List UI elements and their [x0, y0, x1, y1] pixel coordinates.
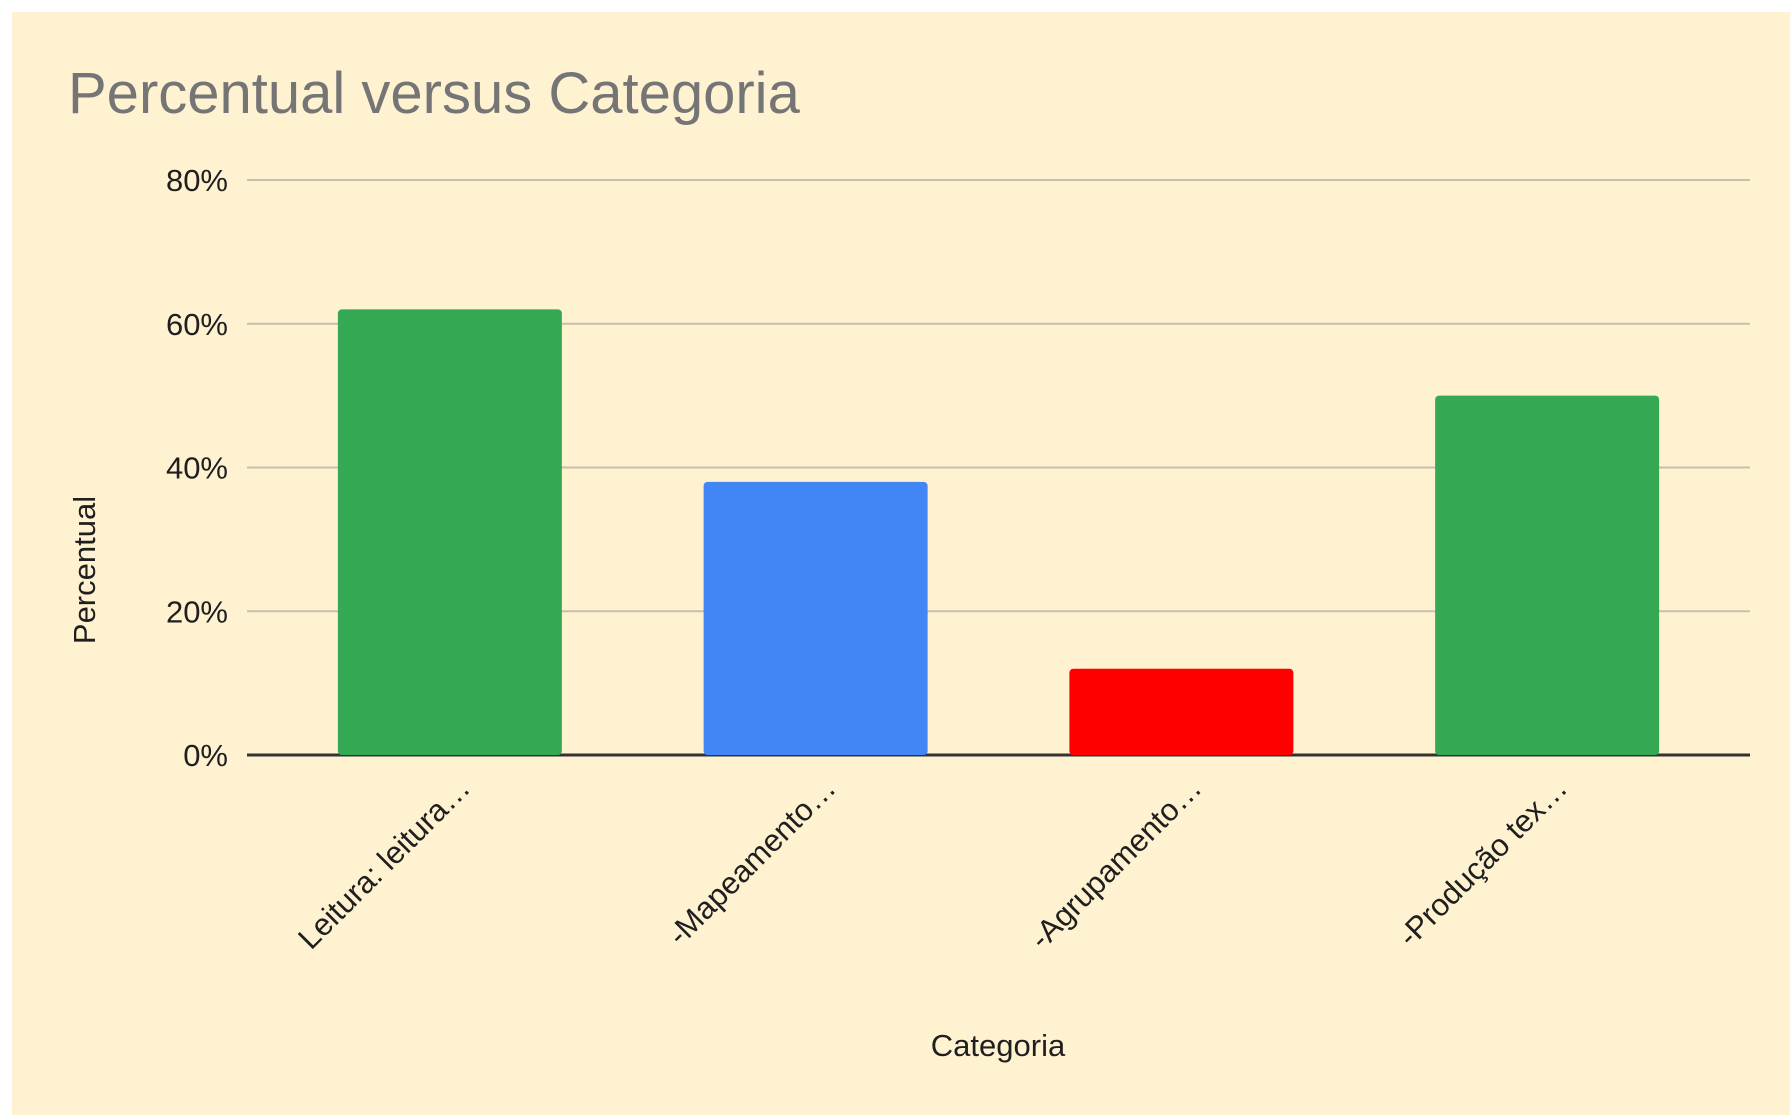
- x-tick-label: Leitura: leitura…: [291, 770, 477, 956]
- y-tick-label: 0%: [183, 738, 228, 773]
- x-tick-labels: Leitura: leitura… -Mapeamento… -Agrupament…: [291, 770, 1574, 956]
- bar: [703, 481, 928, 755]
- x-tick-label: -Produção tex…: [1391, 770, 1574, 953]
- y-tick-labels: 0% 20% 40% 60% 80%: [166, 163, 228, 773]
- x-tick-label: -Agrupamento…: [1023, 770, 1209, 956]
- y-tick-label: 80%: [166, 163, 228, 198]
- chart-title: Percentual versus Categoria: [68, 61, 801, 126]
- bar: [337, 309, 562, 755]
- y-tick-label: 40%: [166, 451, 228, 486]
- bar: [1435, 395, 1660, 755]
- bars: [337, 309, 1660, 755]
- x-axis-title: Categoria: [931, 1028, 1066, 1063]
- y-axis-title: Percentual: [67, 496, 102, 644]
- bar: [1069, 668, 1294, 755]
- y-tick-label: 20%: [166, 594, 228, 629]
- x-tick-label: -Mapeamento…: [661, 770, 843, 952]
- y-tick-label: 60%: [166, 307, 228, 342]
